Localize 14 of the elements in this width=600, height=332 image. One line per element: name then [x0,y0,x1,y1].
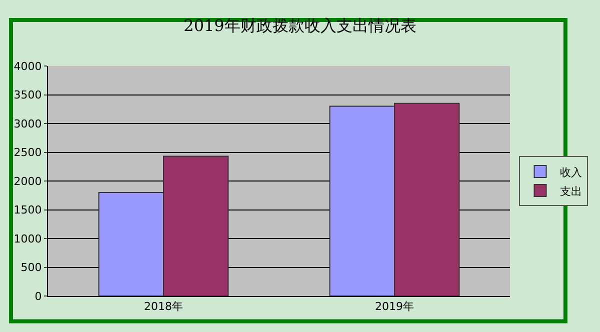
y-tick-label: 2000 [14,174,42,188]
y-tick-label: 0 [34,290,42,303]
legend-label: 收入 [560,166,582,179]
y-tick-label: 3000 [14,117,42,130]
y-tick-label: 1500 [14,204,42,217]
y-tick-label: 1000 [14,232,42,246]
y-tick-label: 500 [20,261,42,274]
legend-label: 支出 [560,184,582,198]
x-tick-label: 2018年 [144,300,183,314]
y-tick-label: 2500 [14,146,42,160]
chart-title: 2019年财政拨款收入支出情况表 [184,16,416,36]
y-tick-label: 3500 [14,88,42,102]
x-tick-label: 2019年 [375,300,414,314]
y-tick-label: 4000 [14,60,42,73]
